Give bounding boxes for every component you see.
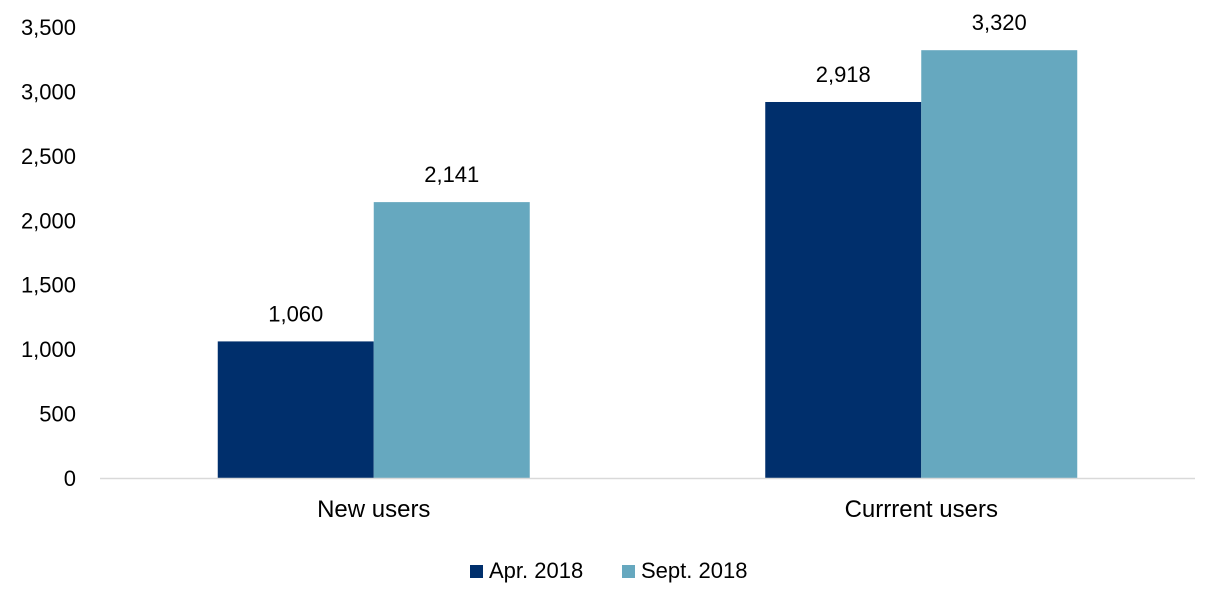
y-tick-label: 2,500	[21, 144, 76, 169]
y-tick-label: 3,500	[21, 15, 76, 40]
x-category-label: New users	[317, 496, 430, 523]
legend-swatch	[470, 565, 483, 578]
bar-value-label: 2,918	[816, 62, 871, 87]
legend-label: Sept. 2018	[641, 558, 747, 583]
bar	[217, 341, 374, 478]
y-tick-label: 1,500	[21, 273, 76, 298]
bars	[217, 50, 1078, 479]
bar-value-label: 2,141	[424, 162, 479, 187]
y-axis-ticks: 0 500 1,000 1,500 2,000 2,500 3,000 3,500	[21, 15, 76, 491]
bar	[921, 50, 1078, 479]
bar-value-label: 1,060	[268, 301, 323, 326]
y-tick-label: 1,000	[21, 337, 76, 362]
bar	[373, 202, 530, 478]
x-category-label: Currrent users	[845, 496, 998, 523]
y-tick-label: 500	[39, 402, 76, 427]
legend-label: Apr. 2018	[489, 558, 583, 583]
y-tick-label: 3,000	[21, 79, 76, 104]
bar-value-label: 3,320	[972, 10, 1027, 35]
y-tick-label: 0	[64, 466, 76, 491]
bar	[765, 101, 922, 478]
legend-swatch	[622, 565, 635, 578]
legend: Apr. 2018 Sept. 2018	[470, 558, 747, 583]
data-labels: 1,060 2,141 2,918 3,320	[268, 10, 1027, 326]
x-axis-categories: New users Currrent users	[317, 496, 998, 523]
y-tick-label: 2,000	[21, 208, 76, 233]
